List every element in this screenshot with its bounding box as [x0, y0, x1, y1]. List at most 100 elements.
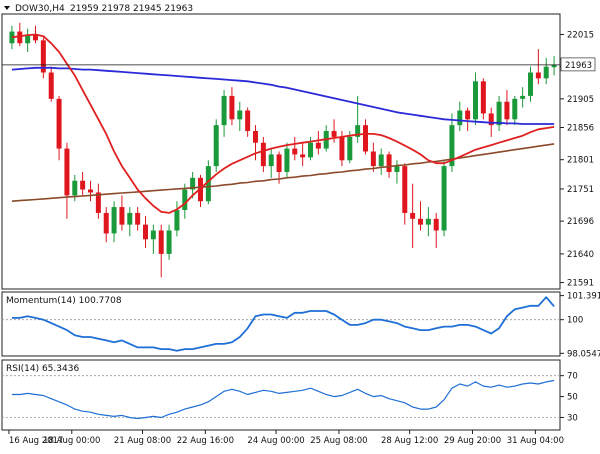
- candle-body-up: [111, 207, 117, 234]
- candle-body-up: [496, 101, 502, 126]
- candle-body-down: [433, 218, 439, 231]
- price-axis-tick-label: 21751: [567, 185, 594, 195]
- candle-body-up: [174, 210, 180, 231]
- candle-body-up: [355, 125, 361, 137]
- candle-body-down: [119, 207, 125, 225]
- candle-body-down: [245, 110, 251, 132]
- price-axis-tick-label: 21801: [567, 156, 594, 166]
- candle-body-up: [205, 166, 211, 202]
- price-axis-tick-label: 21905: [567, 95, 594, 105]
- candle-body-up: [268, 154, 274, 167]
- candle-body-down: [40, 40, 46, 73]
- candle-body-down: [33, 34, 38, 41]
- candle-body-up: [378, 154, 384, 167]
- candle-body-down: [370, 151, 376, 167]
- ohlc-values: 21959 21978 21945 21963: [70, 4, 193, 14]
- candle-body-down: [410, 212, 416, 219]
- candle-body-down: [386, 154, 392, 172]
- rsi-axis-tick-label: 70: [567, 372, 578, 382]
- candle-body-up: [347, 136, 353, 161]
- candle-body-down: [300, 154, 306, 158]
- current-price-tag: [560, 57, 596, 72]
- candle-body-down: [95, 192, 101, 213]
- candle-body-down: [331, 131, 337, 137]
- candle-body-up: [237, 110, 243, 120]
- momentum-line: [11, 296, 555, 352]
- time-axis-label: 16 Aug 2017: [9, 436, 63, 446]
- price-panel-frame: [1, 13, 561, 290]
- candle-body-up: [190, 177, 196, 190]
- momentum-title: Momentum(14) 100.7708: [6, 296, 122, 306]
- rsi-title: RSI(14) 65.3436: [6, 364, 79, 374]
- momentum-axis-tick-label: 98.0547: [567, 349, 600, 359]
- candle-body-down: [480, 81, 486, 114]
- time-axis-label: 21 Aug 08:00: [114, 436, 171, 446]
- momentum-axis-tick-label: 101.3919: [567, 292, 600, 302]
- rsi-axis-tick-label: 30: [567, 413, 578, 423]
- symbol-label: DOW30,H4: [15, 4, 65, 14]
- candle-body-up: [520, 95, 526, 99]
- price-axis-tick-label: 21856: [567, 124, 594, 134]
- candle-body-down: [276, 154, 282, 172]
- time-axis-label: 24 Aug 00:00: [247, 436, 304, 446]
- candle-body-up: [308, 142, 313, 158]
- candle-body-down: [158, 230, 164, 254]
- price-axis-tick-label: 21591: [567, 279, 594, 289]
- candle-body-up: [284, 148, 290, 172]
- candle-body-down: [339, 136, 345, 161]
- time-axis-label: 22 Aug 16:00: [177, 436, 234, 446]
- candle-body-up: [543, 66, 549, 79]
- time-axis-label: 25 Aug 08:00: [310, 436, 367, 446]
- candle-body-down: [56, 98, 62, 149]
- candle-body-up: [72, 180, 78, 196]
- candle-body-up: [127, 212, 133, 225]
- rsi-line: [11, 379, 555, 420]
- candle-body-down: [465, 110, 471, 120]
- candle-body-down: [229, 95, 235, 120]
- candle-body-down: [253, 131, 258, 143]
- candle-body-down: [64, 148, 70, 196]
- candle-body-down: [17, 31, 23, 44]
- candle-body-down: [48, 72, 54, 99]
- collapse-triangle-icon: [4, 6, 10, 10]
- sma-slow-line: [11, 143, 555, 202]
- candle-body-down: [363, 125, 368, 152]
- time-axis-label: 28 Aug 12:00: [381, 436, 438, 446]
- candle-body-down: [103, 212, 109, 234]
- candle-body-up: [473, 81, 478, 120]
- momentum-axis-tick-label: 100: [567, 316, 583, 326]
- price-axis-tick-label: 22015: [567, 30, 594, 40]
- candle-body-down: [402, 166, 408, 213]
- candle-body-down: [488, 113, 494, 126]
- candle-body-up: [25, 34, 31, 44]
- candle-body-up: [441, 166, 447, 231]
- candle-body-down: [143, 224, 148, 240]
- candle-body-down: [88, 189, 93, 193]
- candle-body-down: [292, 148, 298, 155]
- rsi-axis-tick-label: 50: [567, 393, 578, 403]
- time-axis-label: 18 Aug 00:00: [43, 436, 100, 446]
- candle-body-up: [150, 230, 156, 240]
- candle-body-down: [80, 180, 86, 190]
- candle-body-up: [213, 125, 219, 167]
- sma-mid-line: [11, 66, 555, 125]
- candle-body-up: [166, 230, 172, 254]
- candle-body-up: [425, 218, 431, 225]
- rsi-panel-frame: [1, 359, 561, 431]
- time-axis-label: 31 Aug 04:00: [507, 436, 564, 446]
- candle-body-up: [449, 125, 455, 167]
- candle-body-up: [551, 64, 557, 68]
- candle-body-up: [457, 110, 463, 126]
- candle-body-up: [394, 166, 400, 172]
- sma-fast-line: [11, 33, 555, 214]
- candle-body-up: [512, 98, 518, 120]
- time-axis-label: 29 Aug 20:00: [444, 436, 501, 446]
- candle-body-down: [418, 218, 423, 225]
- price-axis-tick-label: 21640: [567, 250, 594, 260]
- candle-body-down: [315, 142, 321, 149]
- candle-body-up: [221, 95, 227, 126]
- price-axis-tick-label: 21696: [567, 217, 594, 227]
